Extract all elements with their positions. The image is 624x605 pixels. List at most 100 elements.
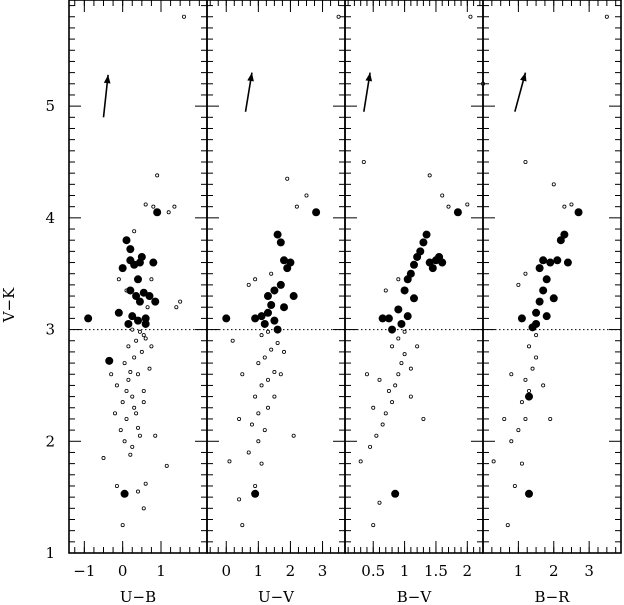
small-data-point [259, 383, 264, 388]
x-axis-title: B−R [535, 588, 571, 605]
small-data-point [237, 497, 242, 502]
panel-4: 1 2 3 B−R [482, 0, 622, 605]
large-data-point [273, 325, 282, 334]
large-data-point [114, 308, 123, 317]
small-data-point [124, 416, 129, 421]
small-data-point [396, 336, 401, 341]
small-data-point [134, 338, 139, 343]
small-data-point [269, 271, 274, 276]
small-data-point [534, 333, 539, 338]
large-data-point [124, 319, 133, 328]
small-data-point [509, 439, 514, 444]
small-data-point [336, 14, 341, 19]
small-data-point [523, 377, 528, 382]
small-data-point [285, 176, 290, 181]
small-data-point [166, 210, 171, 215]
small-data-point [491, 459, 496, 464]
small-data-point [272, 394, 277, 399]
large-data-point [312, 208, 321, 217]
x-tick-label: 1.5 [424, 562, 448, 580]
large-data-point [535, 297, 544, 306]
large-data-point [542, 275, 551, 284]
small-data-point [364, 372, 369, 377]
x-tick-label: 1 [514, 562, 524, 580]
large-data-point [126, 286, 135, 295]
small-data-point [120, 523, 125, 528]
small-data-point [237, 416, 242, 421]
panel-1: −1 0 1U−B [68, 0, 208, 605]
large-data-point [532, 308, 541, 317]
small-data-point [256, 361, 261, 366]
small-data-point [371, 523, 376, 528]
small-data-point [291, 433, 296, 438]
small-data-point [523, 416, 528, 421]
small-data-point [135, 489, 140, 494]
small-data-point [465, 202, 470, 207]
small-data-point [523, 159, 528, 164]
large-data-point [126, 245, 135, 254]
large-data-point [384, 314, 393, 323]
large-data-point [149, 258, 158, 267]
large-data-point [135, 297, 144, 306]
large-data-point [260, 319, 269, 328]
small-data-point [135, 425, 140, 430]
large-data-point [286, 258, 295, 267]
large-data-point [553, 256, 562, 265]
small-data-point [253, 394, 258, 399]
small-data-point [408, 394, 413, 399]
x-tick-label: 1 [400, 562, 410, 580]
small-data-point [377, 377, 382, 382]
small-data-point [383, 411, 388, 416]
x-tick-label: 0 [118, 562, 128, 580]
small-data-point [130, 327, 135, 332]
y-tick-label: 2 [45, 432, 55, 450]
panels-group: −1 0 1U−B0 1 2 3U−V0.5 1 1.5 2B−V1 2 3B−R [68, 0, 622, 605]
panel-3: 0.5 1 1.5 2 B−V [344, 0, 485, 605]
small-data-point [569, 202, 574, 207]
small-data-point [149, 277, 154, 282]
small-data-point [256, 439, 261, 444]
small-data-point [440, 193, 445, 198]
small-data-point [562, 204, 567, 209]
large-data-point [141, 319, 150, 328]
large-data-point [276, 280, 285, 289]
large-data-point [270, 286, 279, 295]
small-data-point [149, 344, 154, 349]
small-data-point [519, 400, 524, 405]
small-data-point [137, 433, 142, 438]
small-data-point [361, 159, 366, 164]
large-data-point [222, 314, 231, 323]
small-data-point [527, 344, 532, 349]
small-data-point [135, 372, 140, 377]
reddening-arrow-head [520, 72, 527, 82]
small-data-point [421, 416, 426, 421]
large-data-point [428, 264, 437, 273]
panel-frame [344, 0, 484, 554]
small-data-point [153, 433, 158, 438]
small-data-point [113, 411, 118, 416]
large-data-point [528, 323, 537, 332]
large-data-point [539, 256, 548, 265]
small-data-point [371, 405, 376, 410]
small-data-point [541, 383, 546, 388]
large-data-point [118, 264, 127, 273]
panel-frame [206, 0, 346, 554]
small-data-point [130, 394, 135, 399]
small-data-point [390, 344, 395, 349]
small-data-point [174, 305, 179, 310]
small-data-point [272, 370, 277, 375]
small-data-point [427, 173, 432, 178]
large-data-point [153, 208, 162, 217]
small-data-point [134, 411, 139, 416]
small-data-point [534, 355, 539, 360]
small-data-point [548, 416, 553, 421]
x-tick-label: 1 [156, 562, 166, 580]
large-data-point [257, 312, 266, 321]
small-data-point [502, 416, 507, 421]
large-data-point [145, 292, 154, 301]
small-data-point [172, 204, 177, 209]
x-tick-label: 0.5 [361, 562, 385, 580]
small-data-point [126, 377, 131, 382]
large-data-point [535, 264, 544, 273]
